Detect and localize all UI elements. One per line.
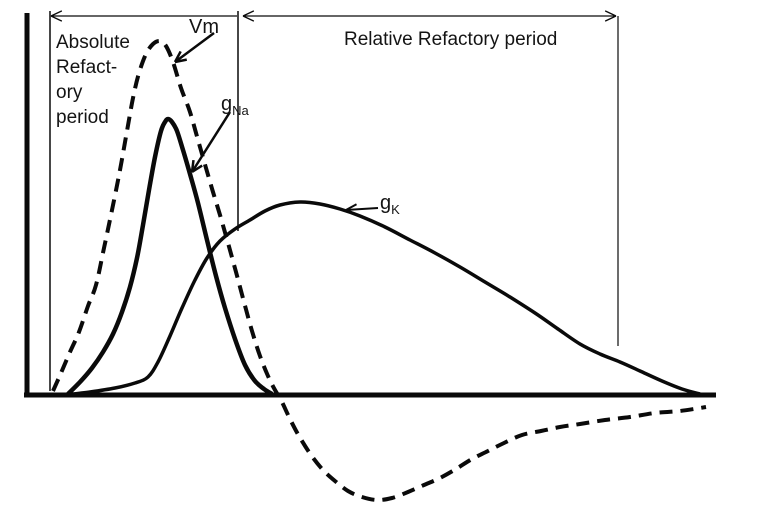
absolute-period-span-arrow-head-start-barb-1 — [50, 15, 63, 22]
relative-period-span-arrow-head-start-barb-0 — [242, 10, 255, 17]
vm-pointer-arrow-head-end-barb-1 — [174, 58, 188, 64]
gk-label-subscript: K — [391, 202, 400, 217]
gna-curve — [66, 116, 274, 396]
relative-period-span-arrow-head-end-barb-1 — [604, 10, 617, 17]
gna-label-base: g — [221, 93, 233, 115]
gna-pointer-arrow-head-end-barb-1 — [191, 164, 203, 174]
absolute-period-span-arrow-head-start-barb-0 — [50, 10, 63, 17]
relative-period-span-arrow-head-end-barb-0 — [604, 15, 617, 22]
gk-pointer-arrow-head-end-barb-0 — [345, 203, 357, 211]
gk-curve — [63, 200, 701, 397]
gk-pointer-arrow-head-end-barb-1 — [345, 209, 358, 216]
vm-pointer-arrow-shaft — [174, 31, 215, 64]
gna-pointer-arrow-head-end-barb-0 — [190, 159, 195, 173]
relative-refractory-period-label: Relative Refactory period — [344, 29, 558, 50]
gna-label: gNa — [221, 93, 249, 118]
relative-period-span-arrow-head-start-barb-1 — [242, 15, 255, 22]
gna-pointer-arrow-shaft — [190, 111, 232, 173]
vm-label: Vm — [189, 16, 219, 38]
gk-label: gK — [380, 192, 400, 217]
absolute-refractory-period-label: Absolute Refact- ory period — [56, 32, 130, 128]
gna-label-subscript: Na — [232, 103, 249, 118]
vm-curve — [51, 38, 707, 503]
gk-pointer-arrow-shaft — [345, 207, 379, 211]
vm-pointer-arrow-head-end-barb-0 — [173, 50, 182, 63]
gk-label-base: g — [380, 192, 392, 214]
